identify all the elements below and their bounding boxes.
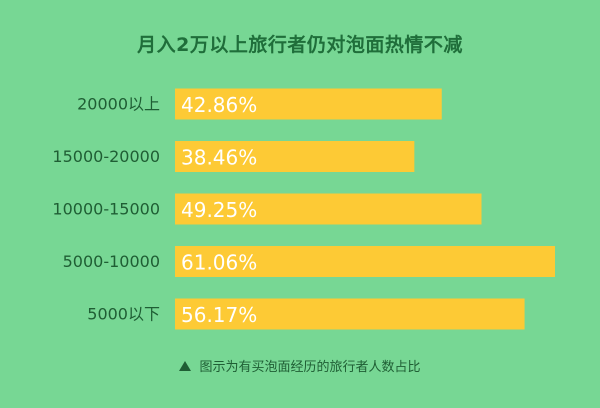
value-label: 49.25% <box>181 198 257 222</box>
bar <box>175 246 555 277</box>
category-label: 20000以上 <box>77 95 160 114</box>
chart-note-text: 图示为有买泡面经历的旅行者人数占比 <box>199 360 421 375</box>
value-label: 56.17% <box>181 303 257 327</box>
category-label: 10000-15000 <box>52 200 160 219</box>
category-label: 15000-20000 <box>52 147 160 166</box>
bar <box>175 298 525 330</box>
bar <box>175 193 482 225</box>
chart-note: 图示为有买泡面经历的旅行者人数占比 <box>0 356 600 375</box>
category-label: 5000-10000 <box>63 252 160 271</box>
bar <box>175 141 415 172</box>
category-label: 5000以下 <box>87 305 160 324</box>
value-label: 61.06% <box>181 251 257 275</box>
value-label: 38.46% <box>181 146 257 170</box>
chart-title: 月入2万以上旅行者仍对泡面热情不减 <box>137 34 463 56</box>
triangle-icon <box>179 361 192 371</box>
value-label: 42.86% <box>181 93 257 117</box>
bar <box>175 88 442 120</box>
